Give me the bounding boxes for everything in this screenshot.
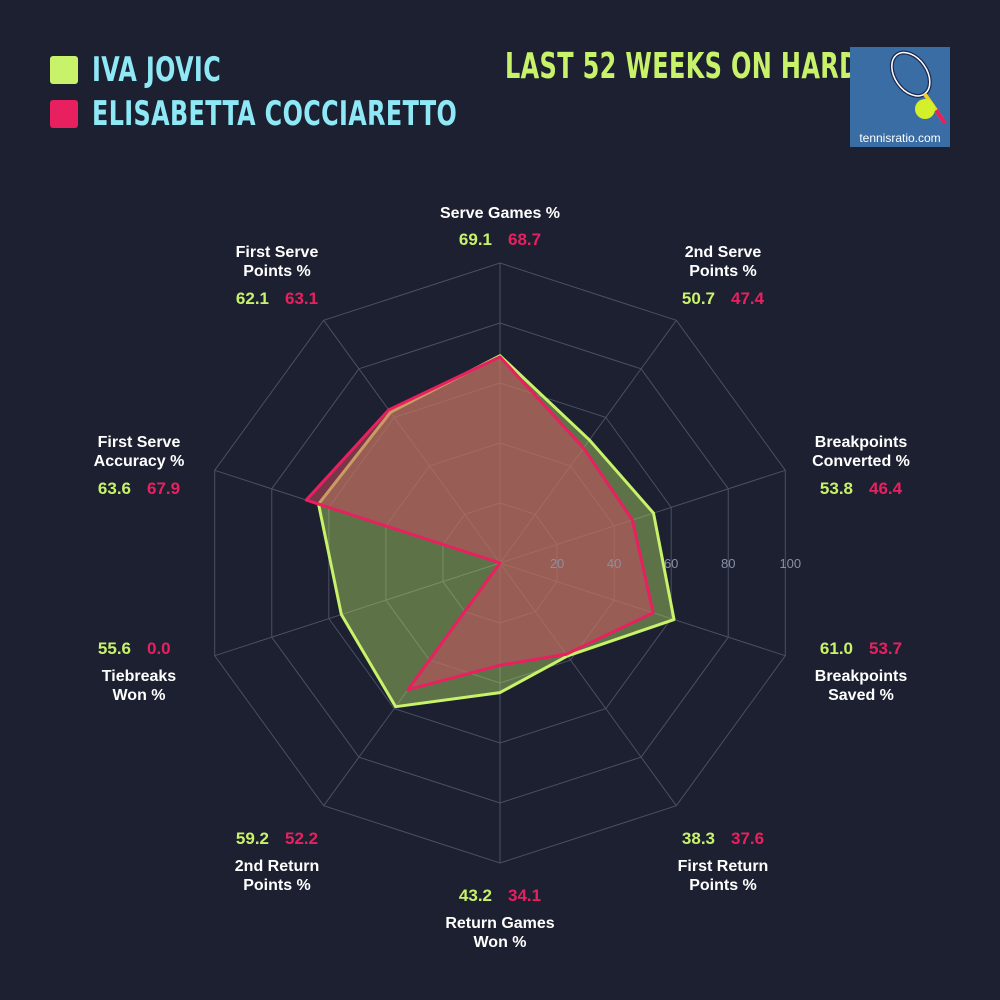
value-label-player1: 50.7 — [682, 289, 715, 308]
axis-label: Won % — [473, 934, 526, 951]
axis-label: Accuracy % — [94, 453, 185, 470]
r-tick-label: 80 — [721, 556, 735, 571]
axis-label: Converted % — [812, 453, 910, 470]
tennisratio-logo[interactable]: tennisratio.com — [850, 47, 950, 147]
value-label-player2: 0.0 — [147, 639, 171, 658]
axis-label: Breakpoints — [815, 434, 908, 451]
axis-label: Return Games — [445, 915, 554, 932]
axis-label: Won % — [112, 687, 165, 704]
value-label-player2: 68.7 — [508, 230, 541, 249]
value-label-player1: 62.1 — [236, 289, 269, 308]
value-label-player1: 53.8 — [820, 479, 853, 498]
value-label-player1: 43.2 — [459, 886, 492, 905]
axis-label: Points % — [689, 263, 757, 280]
axis-label: 2nd Serve — [685, 244, 762, 261]
logo-text: tennisratio.com — [859, 131, 941, 145]
axis-label: First Serve — [98, 434, 181, 451]
value-label-player1: 63.6 — [98, 479, 131, 498]
value-label-player2: 53.7 — [869, 639, 902, 658]
legend-label-player1: IVA JOVIC — [92, 50, 222, 90]
legend-item-player2[interactable]: ELISABETTA COCCIARETTO — [50, 92, 560, 136]
axis-label: Tiebreaks — [102, 668, 177, 685]
value-label-player1: 55.6 — [98, 639, 131, 658]
value-label-player2: 63.1 — [285, 289, 318, 308]
legend-swatch-player2 — [50, 100, 78, 128]
axis-label: Points % — [689, 877, 757, 894]
tennis-racket-ball-icon — [889, 50, 947, 125]
legend-item-player1[interactable]: IVA JOVIC — [50, 48, 560, 92]
value-label-player2: 67.9 — [147, 479, 180, 498]
axis-label: Points % — [243, 877, 311, 894]
r-tick-label: 100 — [779, 556, 801, 571]
r-tick-label: 40 — [607, 556, 621, 571]
value-label-player2: 47.4 — [731, 289, 765, 308]
value-label-player2: 34.1 — [508, 886, 541, 905]
legend: IVA JOVIC ELISABETTA COCCIARETTO — [50, 48, 560, 136]
value-label-player2: 37.6 — [731, 829, 764, 848]
r-tick-label: 60 — [664, 556, 678, 571]
legend-swatch-player1 — [50, 56, 78, 84]
value-label-player1: 59.2 — [236, 829, 269, 848]
value-label-player1: 38.3 — [682, 829, 715, 848]
axis-label: Points % — [243, 263, 311, 280]
value-label-player2: 46.4 — [869, 479, 903, 498]
axis-label: Breakpoints — [815, 668, 908, 685]
axis-label: 2nd Return — [235, 858, 319, 875]
axis-label: First Return — [678, 858, 769, 875]
axis-label: First Serve — [236, 244, 319, 261]
value-label-player1: 61.0 — [820, 639, 853, 658]
value-label-player2: 52.2 — [285, 829, 318, 848]
value-label-player1: 69.1 — [459, 230, 492, 249]
axis-label: Serve Games % — [440, 205, 560, 222]
legend-label-player2: ELISABETTA COCCIARETTO — [92, 94, 458, 134]
series-area-2[interactable] — [304, 355, 655, 692]
axis-label: Saved % — [828, 687, 894, 704]
period-title: LAST 52 WEEKS ON HARD — [505, 46, 860, 87]
grid-spoke — [214, 562, 501, 657]
r-tick-label: 20 — [550, 556, 564, 571]
